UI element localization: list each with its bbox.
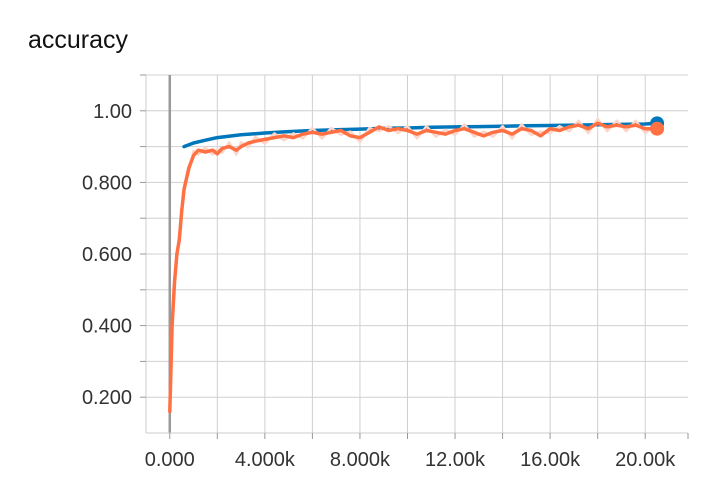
series-layer: [168, 116, 665, 414]
y-tick-label: 1.00: [93, 101, 132, 123]
x-tick-label: 16.00k: [520, 449, 581, 471]
x-tick-label: 8.000k: [330, 449, 391, 471]
y-tick-label: 0.600: [82, 244, 132, 266]
x-tick-label: 12.00k: [425, 449, 486, 471]
series-orange-end-point: [650, 121, 665, 136]
x-tick-label: 0.000: [145, 449, 195, 471]
tick-label-layer: 0.000 4.000k 8.000k 12.00k 16.00k 20.00k 0.200…: [82, 101, 676, 471]
chart-title: accuracy: [28, 26, 129, 54]
axis-layer: [140, 74, 689, 439]
y-tick-label: 0.800: [82, 172, 132, 194]
series-orange-raw-line: [168, 117, 658, 412]
x-tick-label: 4.000k: [235, 449, 296, 471]
y-tick-label: 0.200: [82, 387, 132, 409]
y-tick-label: 0.400: [82, 316, 132, 338]
grid-layer: [146, 74, 688, 433]
series-orange-line: [168, 121, 659, 414]
x-tick-label: 20.00k: [615, 449, 676, 471]
